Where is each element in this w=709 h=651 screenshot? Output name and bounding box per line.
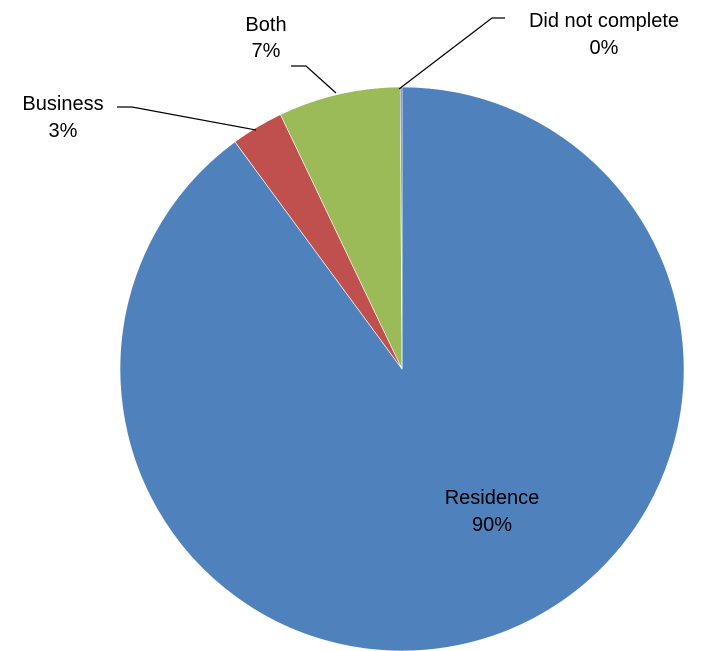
label-residence-percent: 90% [472,514,512,536]
label-business-category: Business [22,93,103,115]
label-residence-category: Residence [445,487,540,509]
label-did-not-complete-percent: 0% [590,37,619,59]
label-business-percent: 3% [49,120,78,142]
leader-line-both [291,65,337,94]
leader-line-business [117,106,257,131]
pie-slice-both [280,86,403,370]
leader-line-did-not-complete [398,17,505,90]
label-both-percent: 7% [252,40,281,62]
slices-layer [119,86,685,651]
pie-slice-residence [119,86,685,651]
label-both-category: Both [245,14,286,36]
label-did-not-complete-category: Did not complete [529,10,679,32]
